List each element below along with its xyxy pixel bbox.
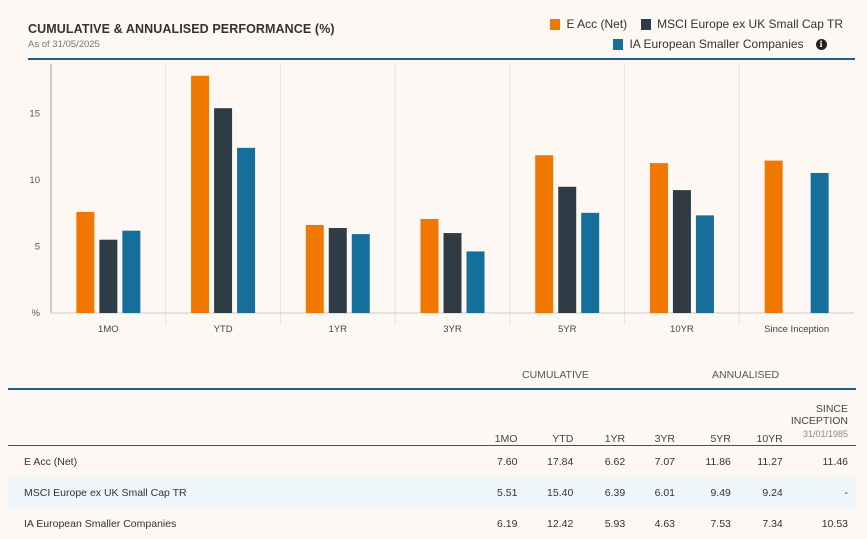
bar-1yr-series-2 [352,234,370,313]
header-ytd: YTD [525,390,581,446]
table-row: E Acc (Net) 7.60 17.84 6.62 7.07 11.86 1… [8,446,856,478]
row-name: IA European Smaller Companies [8,508,480,539]
bar-chart: 5 10 15% 1MO YTD 1YR 3YR 5YR 10YR Since Inception [0,60,867,345]
as-of-date: As of 31/05/2025 [28,39,335,50]
x-tick-label: 10YR [670,324,694,335]
bar-3yr-series-2 [467,251,485,313]
cell: 10.53 [791,508,856,539]
header-inception: INCEPTION [791,415,848,427]
cell: 5.93 [581,508,633,539]
bar-1mo-series-1 [99,240,117,313]
x-tick-label: 1YR [329,324,348,335]
header-name [8,390,480,446]
legend-swatch [613,39,623,50]
x-tick-label: YTD [214,324,233,335]
cell: 12.42 [525,508,581,539]
legend-item-e-acc: E Acc (Net) [550,17,627,31]
table-group-headers: CUMULATIVE ANNUALISED [8,360,856,388]
cell: 9.49 [683,477,739,508]
cell: 7.60 [480,446,526,478]
x-tick-label: 1MO [98,324,119,335]
header-1mo: 1MO [480,390,526,446]
bar-5yr-series-1 [558,187,576,313]
bar-ytd-series-2 [237,148,255,313]
legend-item-msci: MSCI Europe ex UK Small Cap TR [641,17,843,31]
row-name: MSCI Europe ex UK Small Cap TR [8,477,480,508]
legend-swatch [641,19,651,30]
legend-label: IA European Smaller Companies [629,37,803,51]
table-row: IA European Smaller Companies 6.19 12.42… [8,508,856,539]
y-axis-unit-label: % [32,308,41,319]
cell: 5.51 [480,477,526,508]
bar-ytd-series-1 [214,108,232,313]
cell: 9.24 [739,477,791,508]
bar-10yr-series-2 [696,215,714,313]
bar-3yr-series-0 [421,219,439,313]
cell: 7.07 [633,446,683,478]
legend-item-ia: IA European Smaller Companies i [613,37,826,51]
cell: 17.84 [525,446,581,478]
header-10yr: 10YR [739,390,791,446]
inception-date: 31/01/1985 [791,429,848,439]
legend-swatch [550,19,560,30]
bar-since-inception-series-0 [765,161,783,313]
bar-10yr-series-1 [673,190,691,313]
cell: 4.63 [633,508,683,539]
bar-since-inception-series-2 [811,173,829,313]
y-tick-label: 10 [29,175,40,186]
bar-3yr-series-1 [444,233,462,313]
header-since-inception: SINCE INCEPTION 31/01/1985 [791,390,856,446]
cell: 11.86 [683,446,739,478]
cell: 6.19 [480,508,526,539]
bar-1yr-series-0 [306,225,324,313]
info-icon[interactable]: i [816,39,827,50]
cell: 6.01 [633,477,683,508]
table-row: MSCI Europe ex UK Small Cap TR 5.51 15.4… [8,477,856,508]
bar-5yr-series-2 [581,213,599,313]
header-3yr: 3YR [633,390,683,446]
cell: 15.40 [525,477,581,508]
bar-1mo-series-0 [76,212,94,313]
bar-1mo-series-2 [122,231,140,313]
header-since: SINCE [816,403,848,415]
x-tick-label: Since Inception [764,324,829,335]
y-tick-label: 15 [29,109,40,120]
header-1yr: 1YR [581,390,633,446]
chart-title: CUMULATIVE & ANNUALISED PERFORMANCE (%) [28,22,335,36]
performance-table: 1MO YTD 1YR 3YR 5YR 10YR SINCE INCEPTION… [8,390,856,539]
chart-header: CUMULATIVE & ANNUALISED PERFORMANCE (%) … [28,22,335,50]
x-tick-label: 3YR [443,324,462,335]
x-tick-label: 5YR [558,324,577,335]
cell: 7.34 [739,508,791,539]
cell: 6.39 [581,477,633,508]
cell: 11.27 [739,446,791,478]
bar-5yr-series-0 [535,155,553,313]
performance-table-section: CUMULATIVE ANNUALISED 1MO YTD 1YR 3YR 5Y… [8,360,856,539]
bar-ytd-series-0 [191,76,209,313]
cell: 7.53 [683,508,739,539]
legend-label: MSCI Europe ex UK Small Cap TR [657,17,843,31]
cell: 11.46 [791,446,856,478]
group-annualised: ANNUALISED [712,369,779,381]
header-5yr: 5YR [683,390,739,446]
bar-10yr-series-0 [650,163,668,313]
legend-label: E Acc (Net) [566,17,627,31]
bar-1yr-series-1 [329,228,347,313]
cell: - [791,477,856,508]
table-header-row: 1MO YTD 1YR 3YR 5YR 10YR SINCE INCEPTION… [8,390,856,446]
y-tick-label: 5 [35,242,40,253]
legend: E Acc (Net) MSCI Europe ex UK Small Cap … [550,14,843,54]
row-name: E Acc (Net) [8,446,480,478]
group-cumulative: CUMULATIVE [522,369,589,381]
cell: 6.62 [581,446,633,478]
